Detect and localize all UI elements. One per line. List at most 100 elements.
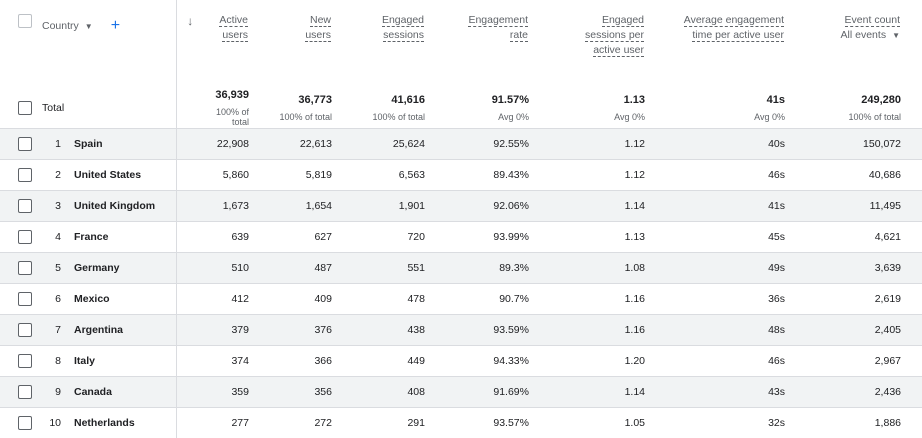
total-checkbox[interactable] [18,101,32,115]
cell-engagement-rate: 93.57% [427,408,531,438]
row-country[interactable]: United Kingdom [74,191,176,222]
cell-new-users: 409 [251,284,334,315]
cell-event-count: 150,072 [787,129,903,160]
cell-engaged-sessions-per-user: 1.12 [531,129,647,160]
row-rank: 6 [42,284,74,315]
cell-event-count: 2,405 [787,315,903,346]
row-country[interactable]: Spain [74,129,176,160]
cell-engagement-rate: 93.99% [427,222,531,253]
select-all-checkbox[interactable] [18,14,32,28]
dimension-label[interactable]: Country [42,20,79,32]
row-rank: 8 [42,346,74,377]
cell-engaged-sessions-per-user: 1.20 [531,346,647,377]
row-country[interactable]: France [74,222,176,253]
row-checkbox-cell [0,408,42,438]
cell-active-users: 1,673 [204,191,251,222]
total-spacer [903,88,922,129]
row-spacer [903,160,922,191]
row-checkbox[interactable] [18,137,32,151]
cell-avg-engagement-time: 49s [647,253,787,284]
cell-event-count: 2,436 [787,377,903,408]
cell-engagement-rate: 89.43% [427,160,531,191]
row-checkbox[interactable] [18,230,32,244]
row-sort-spacer [176,129,204,160]
row-checkbox-cell [0,377,42,408]
cell-event-count: 2,619 [787,284,903,315]
cell-engagement-rate: 93.59% [427,315,531,346]
row-country[interactable]: United States [74,160,176,191]
row-checkbox[interactable] [18,292,32,306]
row-checkbox[interactable] [18,354,32,368]
cell-new-users: 5,819 [251,160,334,191]
row-country[interactable]: Italy [74,346,176,377]
row-rank: 7 [42,315,74,346]
row-country[interactable]: Germany [74,253,176,284]
row-country[interactable]: Canada [74,377,176,408]
row-country[interactable]: Mexico [74,284,176,315]
cell-avg-engagement-time: 46s [647,346,787,377]
row-rank: 2 [42,160,74,191]
sort-descending-icon[interactable]: ↓ [187,14,193,28]
cell-new-users: 376 [251,315,334,346]
row-sort-spacer [176,222,204,253]
event-filter-select[interactable]: All events [841,29,887,41]
row-checkbox-cell [0,129,42,160]
total-sort-spacer [176,88,204,129]
row-checkbox[interactable] [18,416,32,430]
row-rank: 5 [42,253,74,284]
cell-event-count: 2,967 [787,346,903,377]
cell-engaged-sessions-per-user: 1.14 [531,191,647,222]
row-checkbox[interactable] [18,385,32,399]
dimension-dropdown-icon[interactable]: ▼ [85,22,93,31]
cell-engaged-sessions: 25,624 [334,129,427,160]
cell-engaged-sessions: 408 [334,377,427,408]
row-checkbox[interactable] [18,199,32,213]
row-sort-spacer [176,315,204,346]
event-filter-dropdown-icon[interactable]: ▼ [892,31,900,40]
row-checkbox-cell [0,253,42,284]
row-checkbox[interactable] [18,323,32,337]
row-spacer [903,408,922,438]
cell-avg-engagement-time: 41s [647,191,787,222]
cell-engaged-sessions: 291 [334,408,427,438]
row-spacer [903,346,922,377]
cell-engagement-rate: 89.3% [427,253,531,284]
row-sort-spacer [176,191,204,222]
row-checkbox[interactable] [18,261,32,275]
cell-event-count: 40,686 [787,160,903,191]
cell-engaged-sessions-per-user: 1.16 [531,315,647,346]
cell-engaged-sessions-per-user: 1.12 [531,160,647,191]
cell-active-users: 639 [204,222,251,253]
add-dimension-button[interactable]: + [111,17,120,34]
row-checkbox-cell [0,191,42,222]
row-country[interactable]: Argentina [74,315,176,346]
cell-avg-engagement-time: 46s [647,160,787,191]
row-checkbox-cell [0,315,42,346]
row-checkbox-cell [0,284,42,315]
row-country[interactable]: Netherlands [74,408,176,438]
row-checkbox[interactable] [18,168,32,182]
